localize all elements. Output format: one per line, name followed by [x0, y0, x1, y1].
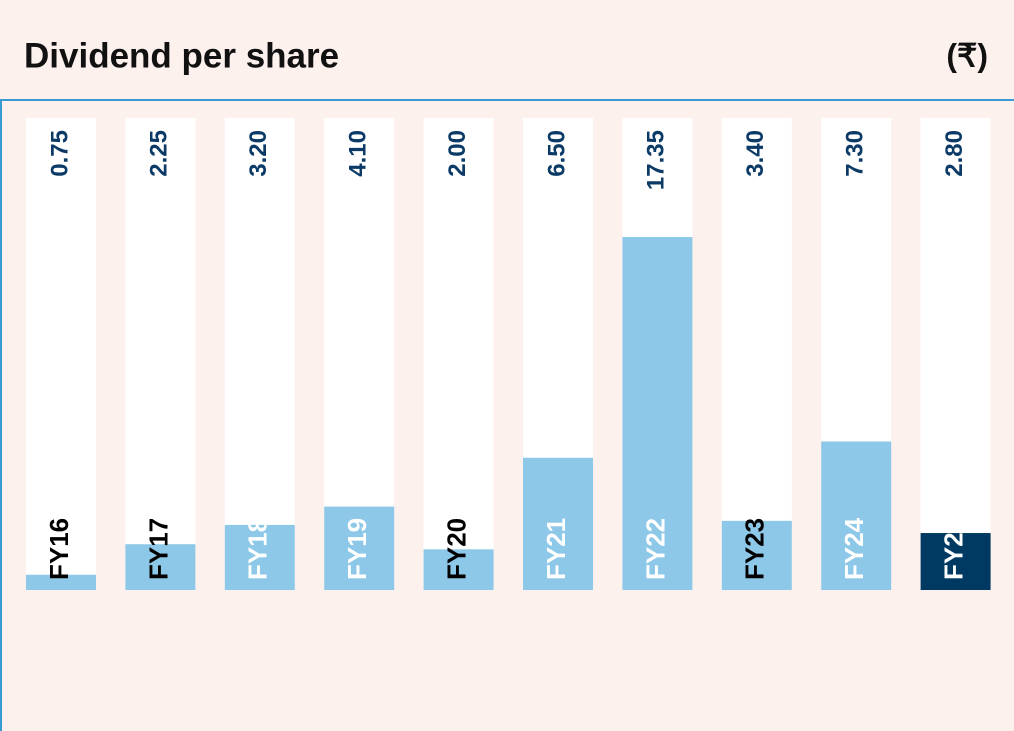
value-label: 3.20 [245, 130, 272, 177]
x-tick-label: FY16 [44, 518, 74, 580]
bar-track [125, 118, 196, 590]
bar [622, 237, 693, 590]
x-tick-label: FY22 [640, 518, 670, 580]
bar [125, 544, 196, 590]
x-tick-label: FY18 [243, 518, 273, 580]
x-tick-label: FY25 [938, 518, 968, 580]
value-label: 2.25 [146, 130, 173, 177]
bar [821, 441, 892, 590]
bar [324, 506, 395, 590]
bar-track [920, 118, 991, 590]
bar-track [224, 118, 295, 590]
unit-label: (₹) [946, 37, 988, 73]
value-label: 0.75 [46, 130, 73, 177]
x-tick-label: FY21 [541, 518, 571, 580]
value-label: 4.10 [345, 130, 372, 177]
value-label: 6.50 [543, 130, 570, 177]
value-label: 2.80 [941, 130, 968, 177]
bar-track [721, 118, 792, 590]
chart-title: Dividend per share [24, 36, 339, 75]
bar [920, 533, 991, 590]
x-tick-label: FY19 [342, 518, 372, 580]
bar [423, 549, 494, 590]
x-tick-label: FY20 [441, 518, 471, 580]
bar-track [26, 118, 96, 590]
value-label: 2.00 [444, 130, 471, 177]
bar [721, 520, 792, 590]
value-label: 7.30 [842, 130, 869, 177]
bar [26, 574, 96, 590]
value-label: 3.40 [742, 130, 769, 177]
bar [224, 524, 295, 590]
bar-track [423, 118, 494, 590]
bar [523, 457, 593, 590]
x-tick-label: FY24 [839, 517, 869, 580]
value-label: 17.35 [643, 130, 670, 190]
x-tick-label: FY23 [740, 518, 770, 580]
x-tick-label: FY17 [143, 518, 173, 580]
